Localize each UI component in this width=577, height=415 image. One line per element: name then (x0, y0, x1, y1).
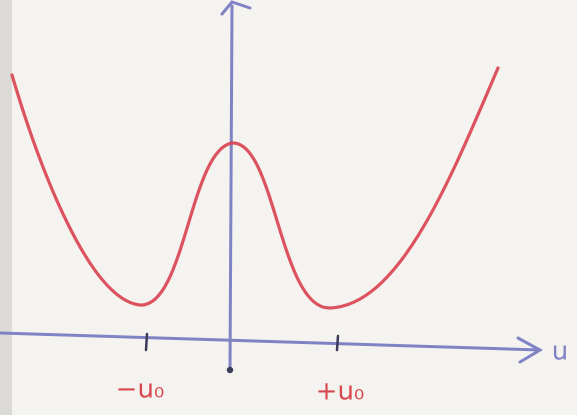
sketch: −u₀ +u₀ u (0, 0, 577, 415)
paper-edge (0, 0, 12, 415)
axis-label: u (552, 337, 568, 367)
vertical-axis (230, 6, 232, 370)
paper (0, 0, 577, 415)
tick (337, 336, 338, 350)
tick-label: +u₀ (316, 377, 365, 407)
page: −u₀ +u₀ u (() => { const data = JSON.par… (0, 0, 577, 415)
tick-label: −u₀ (116, 375, 165, 405)
origin-dot (228, 368, 232, 372)
tick (146, 334, 147, 350)
